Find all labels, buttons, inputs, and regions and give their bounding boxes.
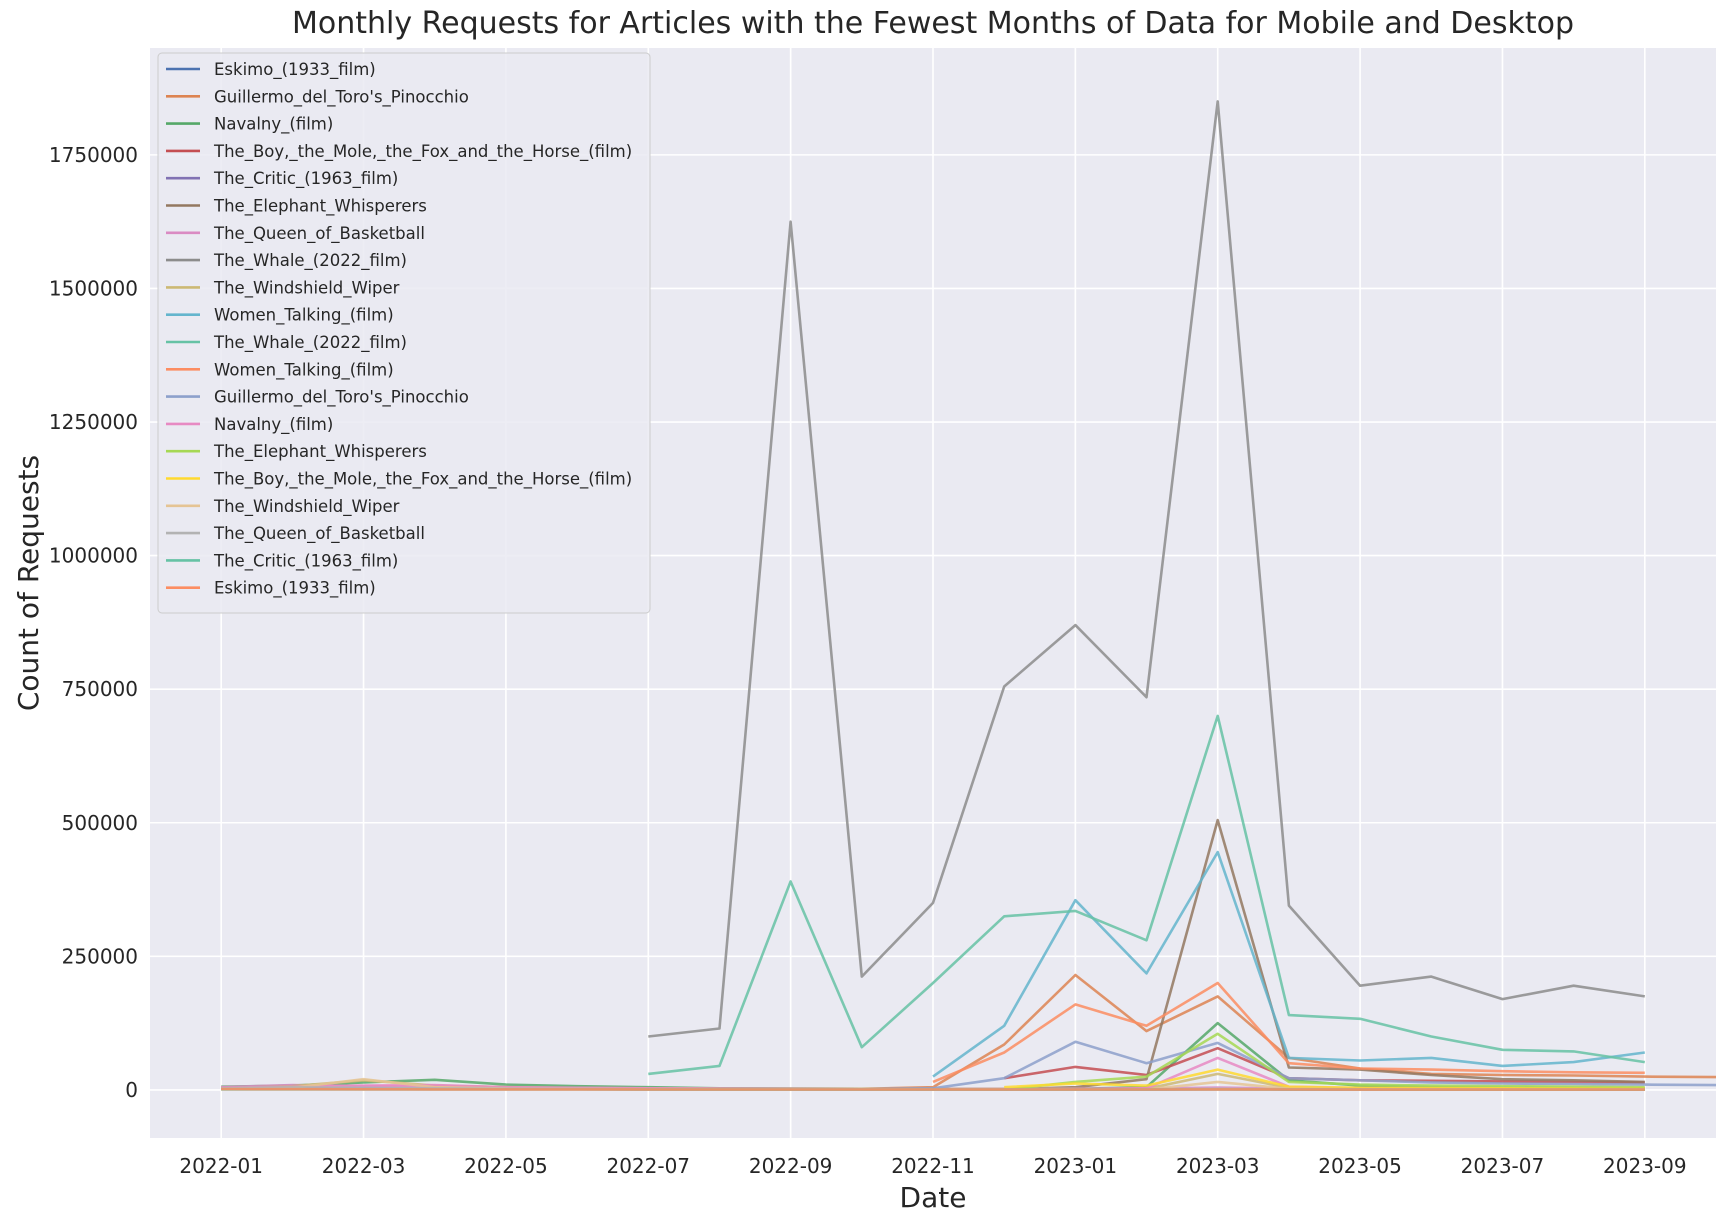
series-line-9 [932,850,1645,1078]
y-tick-label: 0 [125,1078,138,1102]
series-line-10 [648,714,1645,1076]
x-tick-label: 2022-01 [179,1154,263,1178]
x-tick-label: 2022-11 [891,1154,975,1178]
y-tick-label: 1250000 [49,410,138,434]
x-axis-ticks: 2022-01 2022-03 2022-05 2022-07 2022-09 2022-… [179,1154,1686,1178]
legend-entry: Navalny_(film) [214,115,333,135]
series-line-7 [648,100,1645,1038]
x-tick-label: 2023-03 [1176,1154,1260,1178]
legend-entry: Women_Talking_(film) [214,360,394,380]
legend-entry: Navalny_(film) [214,415,333,435]
legend-entry: The_Boy,_the_Mole,_the_Fox_and_the_Horse… [213,470,632,490]
legend-entry: Guillermo_del_Toro's_Pinocchio [214,87,469,107]
x-tick-label: 2022-07 [606,1154,690,1178]
y-axis-title: Count of Requests [12,455,45,711]
x-tick-label: 2023-07 [1461,1154,1545,1178]
legend-entry: The_Windshield_Wiper [213,278,400,298]
x-axis-title: Date [900,1181,967,1214]
y-tick-label: 750000 [62,677,138,701]
legend-entry: The_Critic_(1963_film) [213,551,398,571]
y-tick-label: 1500000 [49,276,138,300]
series-layer [221,100,1717,1091]
y-axis-ticks: 0 250000 500000 750000 1000000 1250000 1500000… [49,143,138,1102]
y-tick-label: 1750000 [49,143,138,167]
legend-entry: The_Elephant_Whisperers [213,197,427,217]
legend-entry: The_Elephant_Whisperers [213,442,427,462]
y-tick-label: 500000 [62,811,138,835]
series-line-19 [221,1087,1645,1091]
x-tick-label: 2022-03 [322,1154,406,1178]
x-tick-label: 2022-05 [464,1154,548,1178]
y-tick-label: 250000 [62,944,138,968]
series-line-14 [1004,1032,1645,1091]
legend: Eskimo_(1933_film) Guillermo_del_Toro's_P… [157,52,651,614]
legend-entry: The_Boy,_the_Mole,_the_Fox_and_the_Horse… [213,142,632,162]
legend-entry: The_Critic_(1963_film) [213,169,398,189]
y-tick-label: 1000000 [49,544,138,568]
x-tick-label: 2023-05 [1318,1154,1402,1178]
series-line-12 [861,1040,1717,1091]
legend-entry: Eskimo_(1933_film) [214,579,376,599]
legend-entry: Women_Talking_(film) [214,306,394,326]
series-line-11 [932,981,1645,1084]
legend-entry: Eskimo_(1933_film) [214,60,376,80]
x-tick-label: 2023-09 [1603,1154,1687,1178]
legend-entry: Guillermo_del_Toro's_Pinocchio [214,388,469,408]
legend-box [157,52,651,614]
legend-entry: The_Queen_of_Basketball [213,524,425,544]
legend-entry: The_Windshield_Wiper [213,497,400,517]
series-line-5 [1004,818,1645,1091]
chart-title: Monthly Requests for Articles with the F… [292,6,1574,41]
x-tick-label: 2023-01 [1034,1154,1118,1178]
x-tick-label: 2022-09 [749,1154,833,1178]
legend-entry: The_Queen_of_Basketball [213,224,425,244]
legend-entry: The_Whale_(2022_film) [213,333,407,353]
legend-entry: The_Whale_(2022_film) [213,251,407,271]
